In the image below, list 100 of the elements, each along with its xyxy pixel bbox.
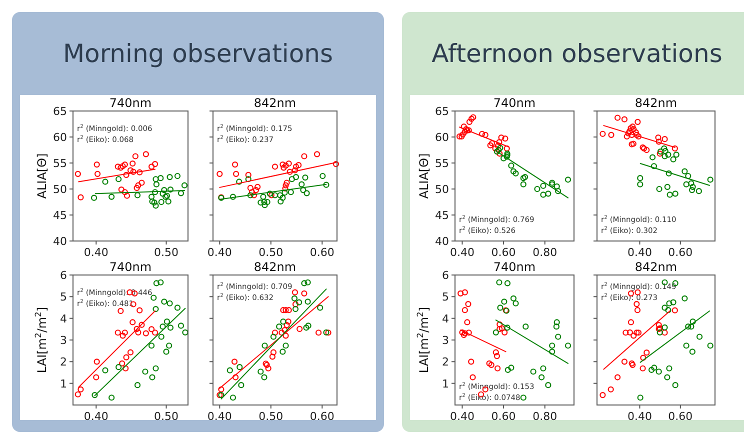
point xyxy=(174,172,181,180)
point xyxy=(272,192,278,198)
point xyxy=(160,190,166,197)
point xyxy=(149,198,156,205)
point xyxy=(166,174,173,180)
point xyxy=(167,186,174,193)
point xyxy=(292,164,300,170)
y-tick-label: 50 xyxy=(53,183,67,196)
point xyxy=(637,175,644,182)
point xyxy=(152,330,158,336)
point xyxy=(482,132,488,138)
chart-title: 842nm xyxy=(634,96,678,110)
point xyxy=(265,365,272,372)
point xyxy=(148,164,155,170)
point xyxy=(630,126,637,132)
x-tick-label: 0.40 xyxy=(450,246,474,259)
chart-title: 740nm xyxy=(493,260,536,274)
point xyxy=(672,190,678,197)
point xyxy=(608,386,614,392)
point xyxy=(118,164,124,171)
y-tick-label: 5 xyxy=(442,290,449,304)
point xyxy=(502,329,508,336)
point xyxy=(150,294,157,301)
y-tick-label: 4 xyxy=(442,312,449,326)
point xyxy=(665,152,672,158)
x-tick-label: 0.40 xyxy=(207,410,232,423)
point xyxy=(564,342,572,349)
point xyxy=(628,319,634,326)
point xyxy=(501,298,508,305)
point xyxy=(632,129,639,136)
point xyxy=(707,342,714,349)
point xyxy=(690,318,696,325)
point xyxy=(161,298,168,305)
point xyxy=(272,330,278,336)
point xyxy=(252,186,260,194)
point xyxy=(280,307,286,314)
point xyxy=(504,366,511,373)
point xyxy=(124,192,130,199)
point xyxy=(269,354,276,360)
point xyxy=(302,174,308,181)
point xyxy=(122,189,128,196)
point xyxy=(496,279,502,286)
point xyxy=(479,130,486,137)
point xyxy=(90,194,98,201)
y-tick-label: 6 xyxy=(60,269,67,282)
point xyxy=(288,189,294,196)
point xyxy=(600,392,606,398)
point xyxy=(468,116,475,122)
point xyxy=(134,192,141,198)
point xyxy=(682,168,688,174)
point xyxy=(92,392,98,398)
point xyxy=(656,138,662,145)
point xyxy=(614,374,621,380)
y-tick-label: 40 xyxy=(53,235,67,248)
point xyxy=(280,348,286,355)
point xyxy=(134,326,140,332)
point xyxy=(158,198,164,206)
point xyxy=(685,324,692,330)
point xyxy=(296,326,303,332)
point xyxy=(640,365,646,372)
point xyxy=(282,190,288,196)
point xyxy=(280,162,286,168)
point xyxy=(270,349,277,356)
point xyxy=(555,334,562,340)
x-tick-label: 0.60 xyxy=(310,246,334,259)
point xyxy=(178,190,184,196)
x-tick-label: 0.40 xyxy=(450,410,474,423)
point xyxy=(118,308,124,314)
point xyxy=(500,155,507,162)
point xyxy=(662,153,668,160)
point xyxy=(102,178,108,185)
point xyxy=(277,192,284,198)
point xyxy=(296,299,302,306)
point xyxy=(320,172,326,180)
point xyxy=(496,139,502,146)
point xyxy=(135,182,142,188)
x-tick-label: 0.60 xyxy=(668,410,693,423)
point xyxy=(538,374,545,380)
point xyxy=(664,184,670,190)
point xyxy=(332,160,340,168)
point xyxy=(635,133,642,140)
point xyxy=(280,164,287,171)
point xyxy=(662,330,668,336)
y-axis-title: ALIA[Θ] xyxy=(35,153,49,199)
point xyxy=(549,348,556,355)
point xyxy=(298,181,305,188)
point xyxy=(614,114,621,121)
point xyxy=(262,202,268,208)
point xyxy=(138,322,145,328)
point xyxy=(284,180,290,186)
point xyxy=(666,192,673,198)
y-tick-label: 2 xyxy=(442,356,449,369)
x-tick-label: 0.40 xyxy=(627,410,652,423)
point xyxy=(138,180,145,186)
point xyxy=(94,162,100,168)
point xyxy=(292,167,298,174)
point xyxy=(630,124,636,130)
point xyxy=(634,330,640,336)
point xyxy=(272,164,278,170)
point xyxy=(459,329,466,336)
